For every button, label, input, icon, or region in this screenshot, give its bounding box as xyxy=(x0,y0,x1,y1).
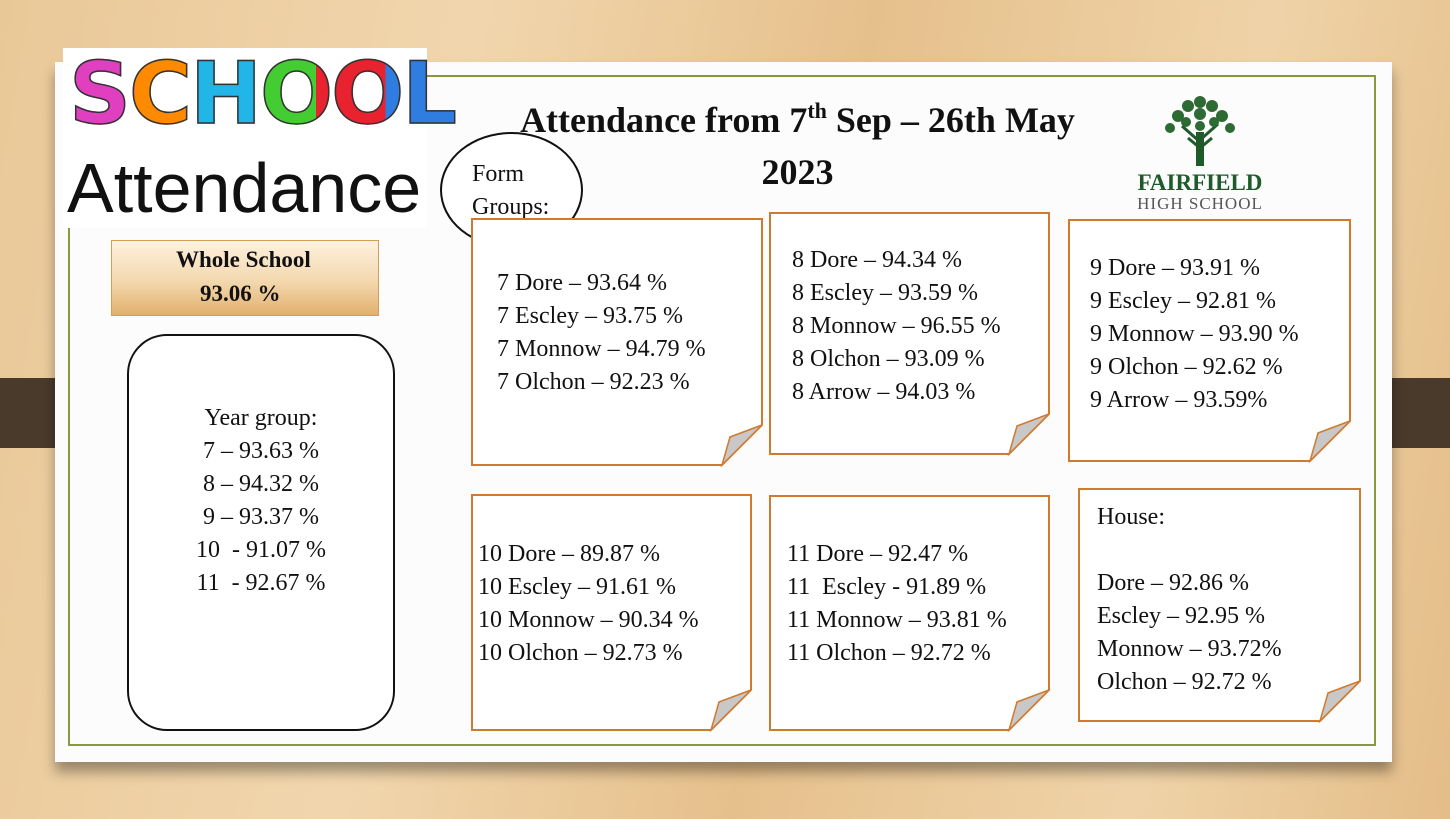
year-group-line: 7 – 93.63 % xyxy=(203,438,319,464)
note-line: 11 Monnow – 93.81 % xyxy=(787,607,1007,633)
note-line: 8 Monnow – 96.55 % xyxy=(792,313,1001,339)
note-line: 9 Arrow – 93.59% xyxy=(1090,387,1268,413)
year-group-line: 9 – 93.37 % xyxy=(203,504,319,530)
note-line: 10 Escley – 91.61 % xyxy=(478,574,676,600)
note-line: 9 Olchon – 92.62 % xyxy=(1090,354,1283,380)
note-line: 11 Dore – 92.47 % xyxy=(787,541,969,567)
note-shape xyxy=(1068,219,1351,463)
logo-school: SCHOOL xyxy=(68,43,458,145)
note-line: 7 Monnow – 94.79 % xyxy=(497,336,706,362)
whole-school-label: Whole School xyxy=(176,247,311,272)
year-group-box: Year group: 7 – 93.63 % 8 – 94.32 % 9 – 93… xyxy=(127,334,395,731)
spacer xyxy=(1097,534,1282,567)
title-sup: th xyxy=(807,98,827,123)
title-part: Attendance from 7 xyxy=(520,100,808,140)
note-shape xyxy=(471,494,752,732)
note-line: 8 Dore – 94.34 % xyxy=(792,247,962,273)
frame xyxy=(68,75,1376,746)
note-fold xyxy=(720,424,763,467)
note-text: 9 Dore – 93.91 % 9 Escley – 92.81 % 9 Monn… xyxy=(1090,252,1299,417)
note-shape xyxy=(471,218,763,467)
note-line: 11 Olchon – 92.72 % xyxy=(787,640,991,666)
note-line: 7 Escley – 93.75 % xyxy=(497,303,683,329)
note-fold xyxy=(1007,413,1050,456)
note-line: 7 Olchon – 92.23 % xyxy=(497,369,690,395)
note-fold xyxy=(1007,689,1050,732)
note-line: Olchon – 92.72 % xyxy=(1097,669,1272,695)
note-fold xyxy=(1318,680,1361,723)
note: 8 Dore – 94.34 % 8 Escley – 93.59 % 8 Monn… xyxy=(769,212,1050,456)
note-heading: House: xyxy=(1097,504,1165,530)
logo: SCHOOL Attendance xyxy=(63,43,458,228)
note-text: 8 Dore – 94.34 % 8 Escley – 93.59 % 8 Monn… xyxy=(792,244,1001,409)
note-fold xyxy=(709,689,752,732)
note: 9 Dore – 93.91 % 9 Escley – 92.81 % 9 Monn… xyxy=(1068,219,1351,463)
title: Attendance from 7th Sep – 26th May 2023 xyxy=(500,94,1095,198)
note: 10 Dore – 89.87 % 10 Escley – 91.61 % 10 M… xyxy=(471,494,752,732)
note-line: 9 Monnow – 93.90 % xyxy=(1090,321,1299,347)
note-line: 10 Dore – 89.87 % xyxy=(478,541,660,567)
note-line: 9 Escley – 92.81 % xyxy=(1090,288,1276,314)
note: 11 Dore – 92.47 % 11 Escley - 91.89 % 11 M… xyxy=(769,495,1050,732)
note-line: 8 Arrow – 94.03 % xyxy=(792,379,976,405)
title-part: Sep – 26th May 2023 xyxy=(761,100,1075,192)
tree-icon xyxy=(1165,96,1235,166)
school-name: FAIRFIELD xyxy=(1137,170,1263,195)
year-group-line: 8 – 94.32 % xyxy=(203,471,319,497)
school-subtitle: HIGH SCHOOL xyxy=(1137,194,1263,213)
year-group-line: 11 - 92.67 % xyxy=(196,570,326,596)
note-line: 10 Monnow – 90.34 % xyxy=(478,607,699,633)
note-text: 10 Dore – 89.87 % 10 Escley – 91.61 % 10 M… xyxy=(478,538,699,670)
note-line: Escley – 92.95 % xyxy=(1097,603,1265,629)
note-shape xyxy=(1078,488,1361,723)
whole-school-box: Whole School 93.06 % xyxy=(111,240,379,316)
note-line: Dore – 92.86 % xyxy=(1097,570,1249,596)
note-shape xyxy=(769,212,1050,456)
note-line: Monnow – 93.72% xyxy=(1097,636,1282,662)
note-text: 7 Dore – 93.64 % 7 Escley – 93.75 % 7 Monn… xyxy=(497,267,706,399)
note-fold xyxy=(1308,420,1351,463)
year-group-line: 10 - 91.07 % xyxy=(196,537,326,563)
year-group-heading: Year group: xyxy=(204,405,318,431)
note-line: 11 Escley - 91.89 % xyxy=(787,574,987,600)
note-text: House: Dore – 92.86 % Escley – 92.95 % Monn… xyxy=(1097,501,1282,699)
whole-school-value: 93.06 % xyxy=(200,281,281,306)
note-shape xyxy=(769,495,1050,732)
logo-attendance: Attendance xyxy=(67,149,422,227)
note-line: 8 Escley – 93.59 % xyxy=(792,280,978,306)
form-groups-label: Form Groups: xyxy=(472,161,550,220)
note: 7 Dore – 93.64 % 7 Escley – 93.75 % 7 Monn… xyxy=(471,218,763,467)
note-line: 7 Dore – 93.64 % xyxy=(497,270,667,296)
note: House: Dore – 92.86 % Escley – 92.95 % Monn… xyxy=(1078,488,1361,723)
note-line: 10 Olchon – 92.73 % xyxy=(478,640,683,666)
note-line: 8 Olchon – 93.09 % xyxy=(792,346,985,372)
note-line: 9 Dore – 93.91 % xyxy=(1090,255,1260,281)
note-text: 11 Dore – 92.47 % 11 Escley - 91.89 % 11 M… xyxy=(787,538,1007,670)
